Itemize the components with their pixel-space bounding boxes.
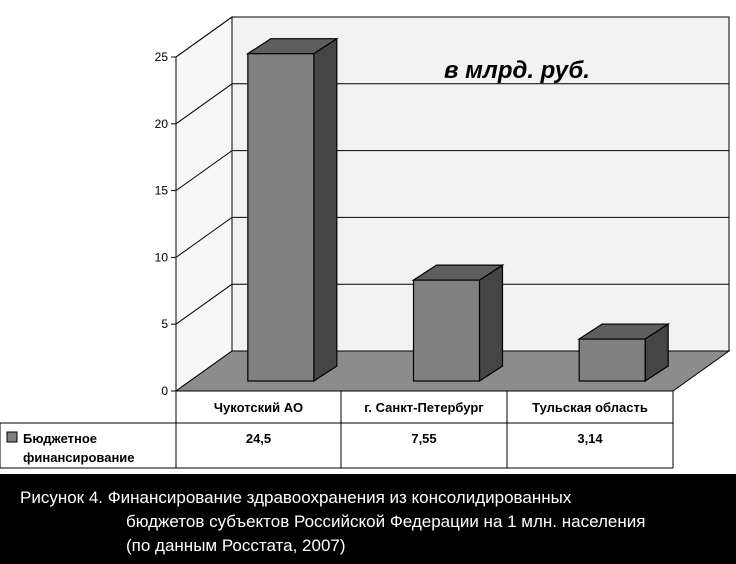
bar-chart: 0 5 10 15 20 25 в млрд. руб. Чукотский АО 24,5… [0, 16, 731, 469]
gridline-side [175, 216, 233, 258]
bar-0 [247, 53, 315, 382]
caption-line-2: бюджетов субъектов Российской Федерации … [126, 512, 646, 531]
side-wall [175, 16, 233, 392]
bar-1 [412, 279, 481, 382]
gridline-side [175, 16, 233, 58]
y-tick-label: 25 [155, 50, 169, 64]
y-tick-label: 10 [155, 250, 169, 264]
x-tick-label: Чукотский АО [214, 400, 303, 415]
legend-label: финансирование [23, 450, 135, 465]
caption-line-3: (по данным Росстата, 2007) [126, 536, 346, 555]
y-tick-label: 15 [155, 184, 169, 198]
data-label: 24,5 [246, 431, 271, 446]
bar-side-1 [478, 264, 504, 383]
data-label: 3,14 [577, 431, 603, 446]
caption-line-1: Рисунок 4. Финансирование здравоохранени… [20, 488, 572, 507]
gridline-side [175, 83, 233, 125]
y-tick-label: 20 [155, 117, 169, 131]
y-tick-label: 0 [161, 384, 168, 398]
gridline-side [175, 283, 233, 325]
legend-label: Бюджетное [23, 431, 97, 446]
legend-swatch [6, 431, 18, 443]
y-axis: 0 5 10 15 20 25 [155, 50, 177, 398]
bar-series [245, 37, 671, 383]
x-tick-label: г. Санкт-Петербург [364, 400, 484, 415]
data-label: 7,55 [411, 431, 436, 446]
bar-2 [578, 338, 646, 382]
unit-label: в млрд. руб. [444, 57, 590, 84]
bar-side-0 [313, 37, 338, 383]
gridline-side [175, 150, 233, 192]
y-tick-label: 5 [161, 317, 168, 331]
x-tick-label: Тульская область [532, 400, 648, 415]
figure-caption: Рисунок 4. Финансирование здравоохранени… [0, 474, 736, 564]
data-table: Чукотский АО 24,5 г. Санкт-Петербург 7,55 Ту… [0, 390, 674, 469]
